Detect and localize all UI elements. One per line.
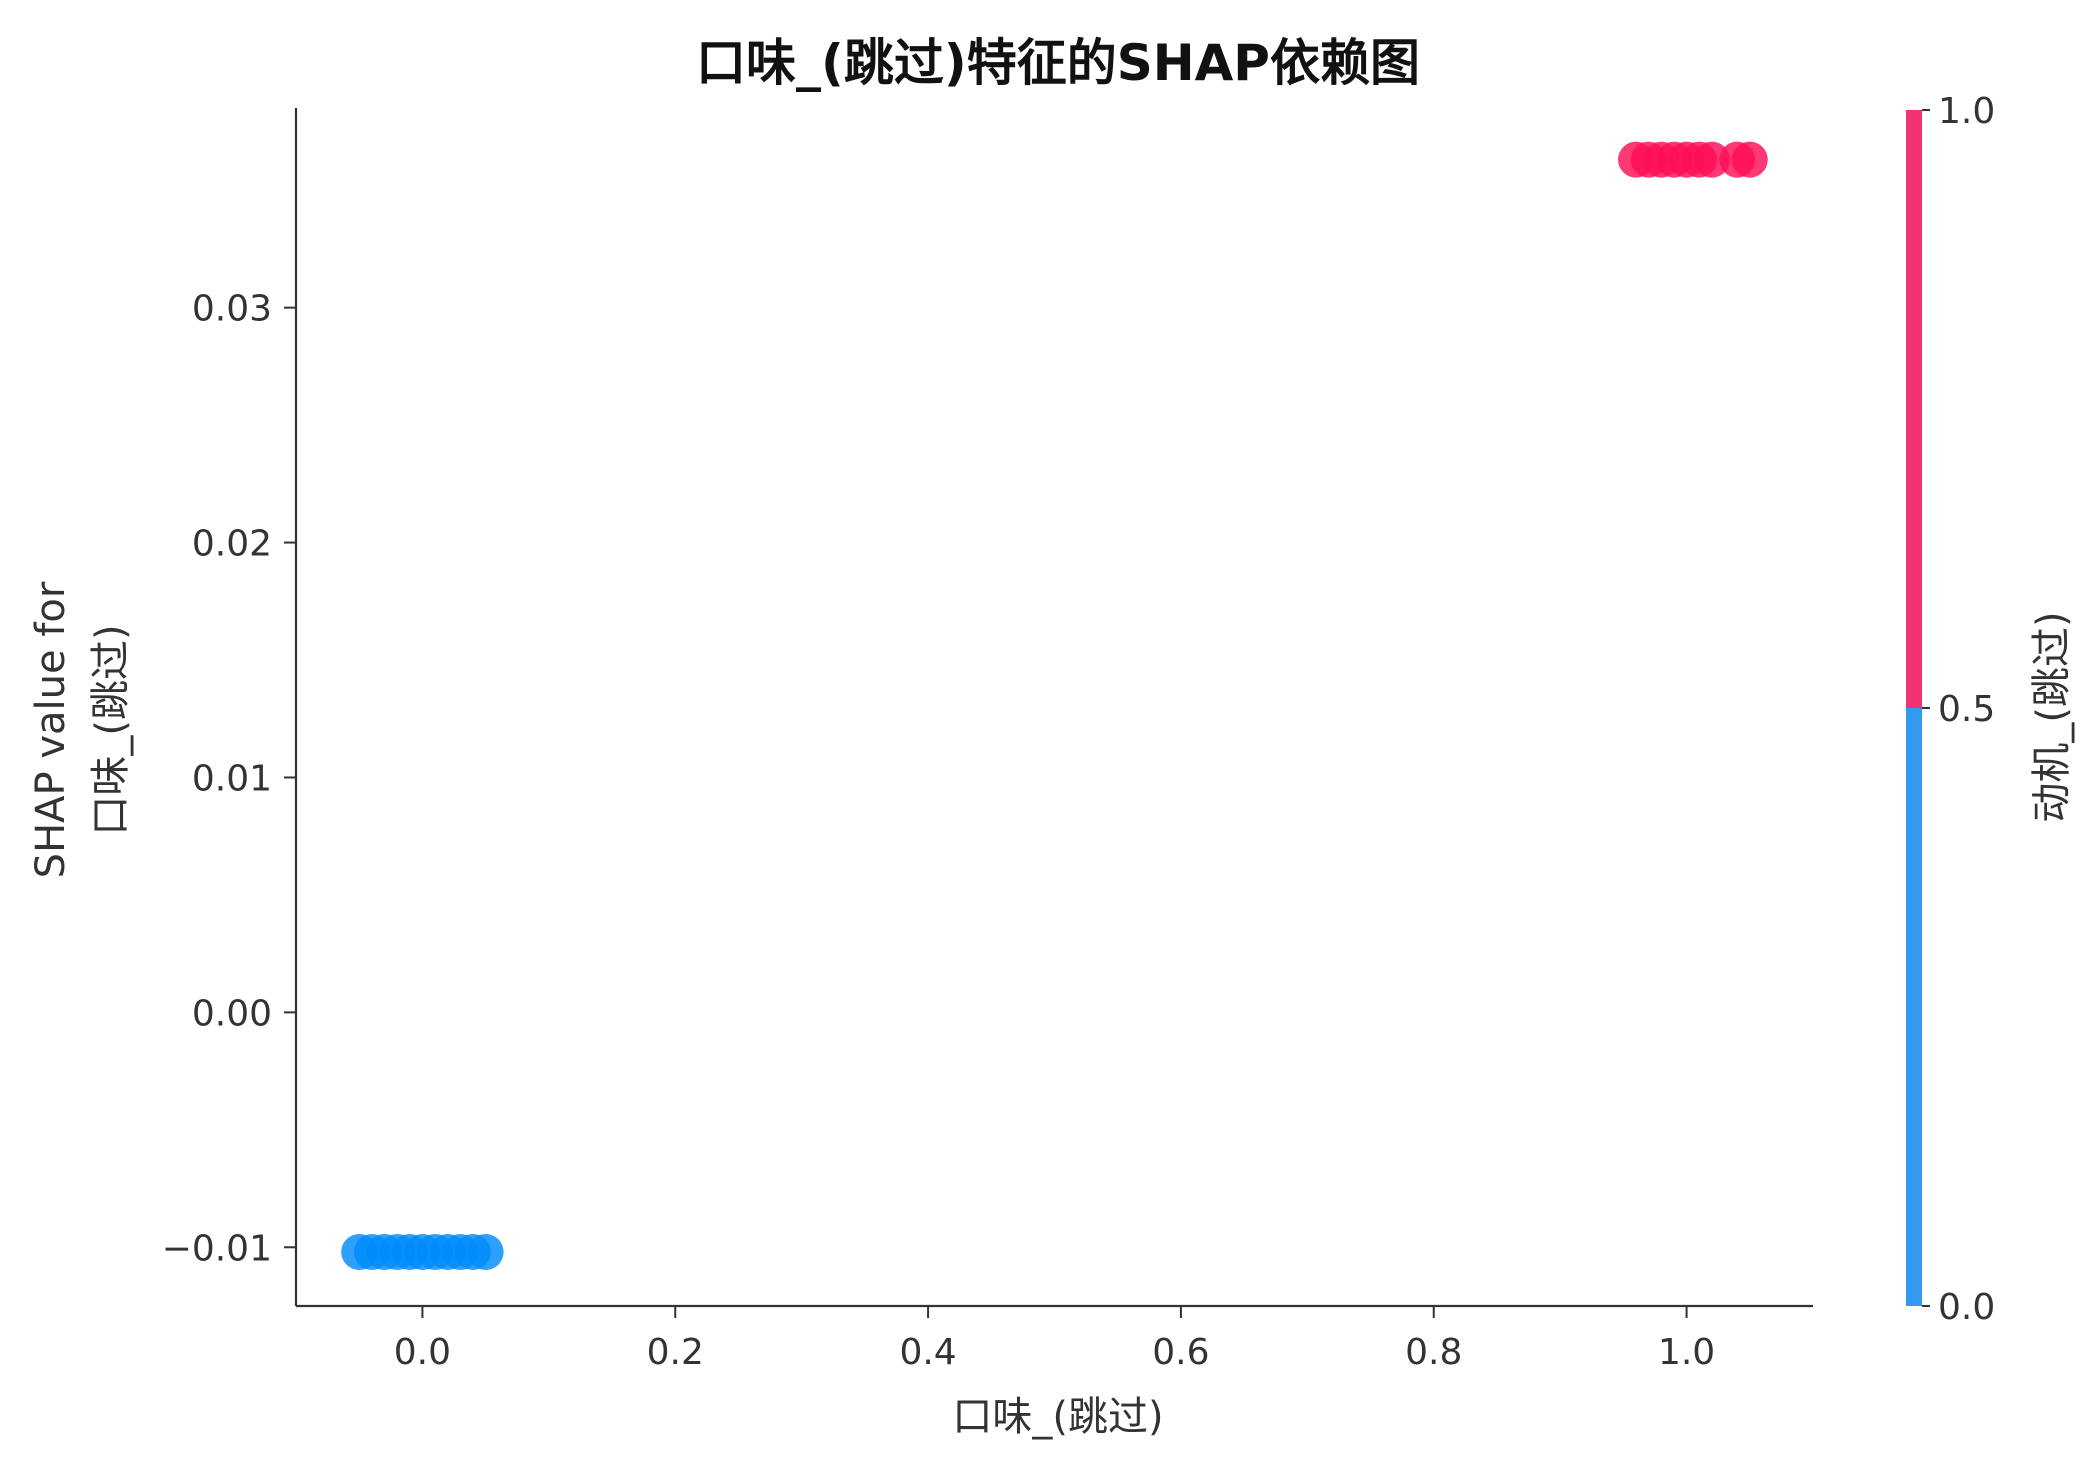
x-axis: 0.0 0.2 0.4 0.6 0.8 1.0 [394, 1306, 1715, 1373]
y-tick-label-4: 0.03 [192, 289, 272, 330]
x-tick-label-5: 1.0 [1658, 1332, 1715, 1373]
y-axis-label-line-1: SHAP value for [28, 581, 74, 878]
y-tick-label-0: −0.01 [162, 1228, 272, 1269]
y-axis-label-line-2: 口味_(跳过) [88, 624, 134, 835]
y-tick-label-3: 0.02 [192, 524, 272, 565]
y-axis: −0.01 0.00 0.01 0.02 0.03 [162, 289, 296, 1269]
colorbar-high-segment [1906, 110, 1922, 708]
plot-area [294, 108, 1813, 1308]
x-tick-label-0: 0.0 [394, 1332, 451, 1373]
data-point-0-10 [467, 1233, 504, 1270]
y-tick-label-1: 0.00 [192, 993, 272, 1034]
data-point-1-8 [1731, 141, 1768, 178]
colorbar-tick-label-0: 0.0 [1938, 1287, 1995, 1328]
x-tick-label-3: 0.6 [1152, 1332, 1209, 1373]
colorbar-tick-label-1: 0.5 [1938, 689, 1995, 730]
data-point-1-6 [1693, 141, 1730, 178]
x-tick-label-4: 0.8 [1405, 1332, 1462, 1373]
y-tick-label-2: 0.01 [192, 758, 272, 799]
colorbar-low-segment [1906, 708, 1922, 1306]
colorbar: 0.0 0.5 1.0 [1906, 91, 1995, 1328]
points-layer [341, 141, 1768, 1270]
chart-title: 口味_(跳过)特征的SHAP依赖图 [696, 34, 1420, 92]
x-tick-label-2: 0.4 [899, 1332, 956, 1373]
colorbar-label: 动机_(跳过) [2029, 611, 2075, 822]
x-axis-label: 口味_(跳过) [952, 1394, 1163, 1440]
x-tick-label-1: 0.2 [647, 1332, 704, 1373]
colorbar-tick-label-2: 1.0 [1938, 91, 1995, 132]
